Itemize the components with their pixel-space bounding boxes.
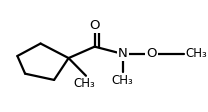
Text: CH₃: CH₃ [186,47,207,60]
Text: N: N [118,47,128,60]
Text: O: O [89,19,100,32]
Text: O: O [146,47,157,60]
Text: CH₃: CH₃ [73,77,95,90]
Text: CH₃: CH₃ [112,74,134,87]
